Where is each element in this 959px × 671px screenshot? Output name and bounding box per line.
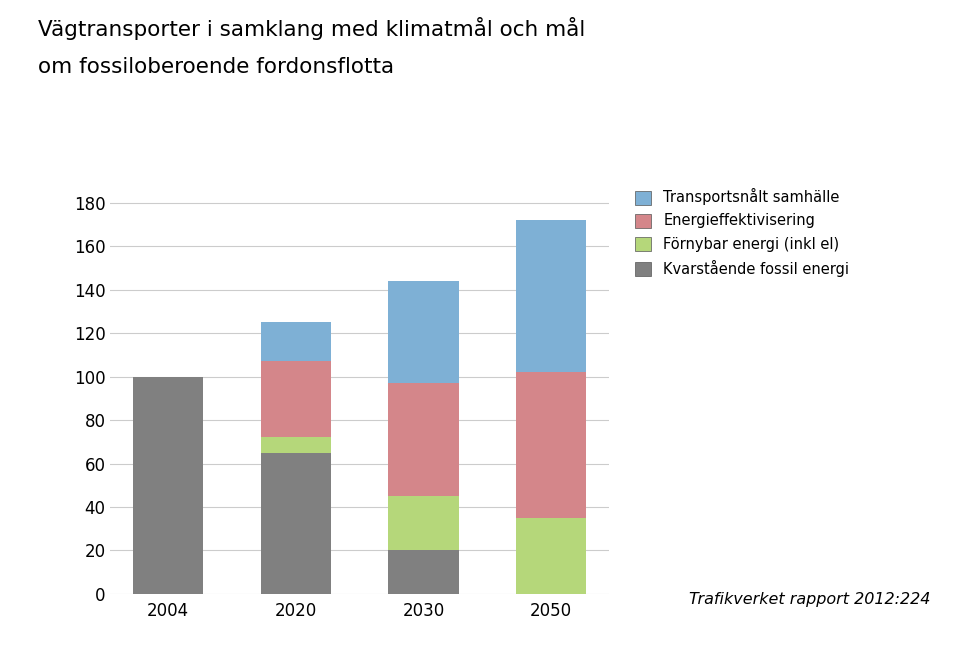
Bar: [388, 383, 458, 496]
Bar: [133, 376, 203, 594]
Text: Vägtransporter i samklang med klimatmål och mål: Vägtransporter i samklang med klimatmål …: [38, 17, 586, 40]
Bar: [516, 220, 586, 372]
Bar: [516, 518, 586, 594]
Bar: [388, 281, 458, 383]
Text: 2013-12-02: 2013-12-02: [38, 645, 110, 658]
Text: Trafikverket rapport 2012:224: Trafikverket rapport 2012:224: [689, 592, 930, 607]
Bar: [516, 372, 586, 518]
Legend: Transportsnålt samhälle, Energieffektivisering, Förnybar energi (inkl el), Kvars: Transportsnålt samhälle, Energieffektivi…: [636, 189, 849, 276]
Bar: [261, 437, 331, 453]
Bar: [261, 362, 331, 437]
Bar: [261, 322, 331, 362]
Text: 11: 11: [12, 645, 27, 658]
Bar: [388, 550, 458, 594]
Bar: [261, 453, 331, 594]
Text: ▶  TRAFIKVERKET: ▶ TRAFIKVERKET: [807, 645, 930, 658]
Bar: [388, 496, 458, 550]
Text: om fossiloberoende fordonsflotta: om fossiloberoende fordonsflotta: [38, 57, 394, 77]
